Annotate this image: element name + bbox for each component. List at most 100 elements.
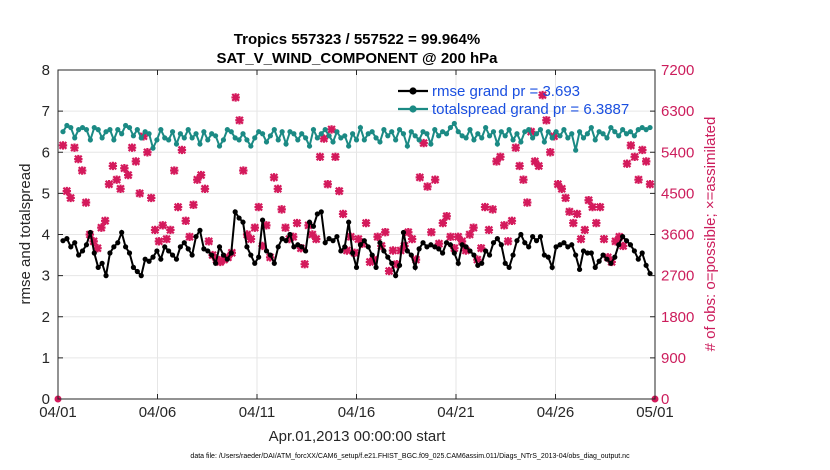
totalspread-marker (314, 135, 320, 141)
y-right-tick-label: 7200 (661, 62, 694, 79)
totalspread-marker (213, 133, 219, 139)
rmse-marker (373, 264, 379, 270)
obs-assimilated-marker (407, 234, 417, 244)
totalspread-marker (103, 129, 109, 135)
rmse-marker (189, 252, 195, 258)
totalspread-marker (154, 137, 160, 143)
totalspread-marker (573, 147, 579, 153)
totalspread-marker (236, 137, 242, 143)
y-right-tick-label: 900 (661, 350, 686, 367)
chart-legend: rmse grand pr = 3.693 totalspread grand … (398, 83, 629, 118)
obs-assimilated-marker (446, 232, 455, 241)
totalspread-marker (76, 127, 82, 133)
rmse-marker (162, 244, 168, 250)
totalspread-marker (205, 137, 211, 143)
y-right-tick-label: 0 (661, 391, 669, 408)
totalspread-marker (396, 127, 403, 133)
rmse-marker (193, 233, 199, 240)
totalspread-marker (604, 135, 610, 141)
obs-assimilated-marker (457, 237, 467, 246)
rmse-marker (87, 229, 93, 236)
rmse-marker (623, 238, 630, 244)
rmse-marker (436, 246, 442, 252)
grid-lines (58, 70, 655, 399)
rmse-marker (205, 248, 211, 254)
x-tick-label: 04/01 (39, 404, 77, 421)
rmse-marker (631, 248, 637, 254)
rmse-marker (463, 244, 469, 250)
totalspread-marker (545, 129, 551, 135)
rmse-marker (612, 254, 618, 260)
obs-assimilated-marker (618, 241, 628, 251)
rmse-marker (565, 244, 571, 250)
rmse-marker (263, 248, 270, 254)
rmse-marker (576, 266, 583, 273)
y-left-tick-label: 3 (42, 268, 50, 285)
totalspread-marker (228, 129, 234, 135)
obs-assimilated-marker (327, 125, 336, 134)
rmse-marker (72, 240, 78, 246)
obs-assimilated-marker (419, 138, 428, 148)
totalspread-marker (486, 133, 493, 139)
totalspread-marker (620, 127, 626, 133)
obs-assimilated-marker (592, 218, 601, 228)
rmse-marker (455, 260, 461, 266)
rmse-marker (557, 242, 563, 248)
obs-assimilated-marker (124, 170, 133, 180)
totalspread-marker (87, 137, 93, 143)
y-left-tick-label: 5 (42, 185, 50, 202)
totalspread-marker (115, 127, 121, 133)
rmse-marker (142, 256, 148, 262)
y-right-tick-label: 5400 (661, 144, 694, 161)
totalspread-marker (256, 129, 262, 135)
rmse-marker (584, 250, 591, 256)
obs-assimilated-marker (246, 234, 256, 244)
totalspread-marker (530, 135, 536, 141)
rmse-marker (483, 248, 489, 254)
rmse-marker (600, 252, 606, 258)
obs-assimilated-marker (442, 212, 451, 221)
totalspread-marker (119, 131, 125, 137)
rmse-marker (553, 244, 559, 250)
totalspread-marker (565, 135, 571, 141)
totalspread-marker (310, 127, 317, 133)
totalspread-marker (138, 135, 144, 141)
obs-assimilated-marker (74, 154, 83, 164)
totalspread-marker (267, 133, 273, 139)
y-right-tick-label: 4500 (661, 185, 694, 202)
totalspread-marker (623, 131, 630, 137)
rmse-marker (68, 244, 74, 250)
totalspread-marker (631, 133, 637, 139)
rmse-marker (522, 240, 528, 246)
totalspread-marker (455, 129, 461, 135)
totalspread-marker (295, 137, 301, 143)
rmse-marker (64, 236, 70, 242)
rmse-marker (154, 248, 160, 254)
y-right-tick-label: 3600 (661, 227, 694, 244)
obs-assimilated-marker (81, 198, 91, 207)
totalspread-marker (369, 129, 375, 135)
rmse-marker (604, 256, 610, 262)
obs-assimilated-marker (97, 223, 106, 232)
totalspread-marker (627, 129, 634, 135)
rmse-marker (83, 242, 90, 248)
rmse-marker (76, 252, 82, 258)
rmse-marker (240, 219, 246, 225)
rmse-marker (408, 252, 414, 258)
rmse-marker (428, 242, 434, 248)
obs-assimilated-marker (557, 184, 566, 194)
totalspread-marker (326, 133, 332, 139)
obs-assimilated-marker (204, 237, 213, 246)
rmse-marker (326, 236, 332, 242)
totalspread-marker (263, 139, 270, 145)
obs-assimilated-marker (162, 234, 171, 244)
rmse-marker (146, 258, 152, 264)
obs-assimilated-marker (335, 186, 344, 196)
totalspread-marker (209, 131, 215, 137)
obs-assimilated-marker (569, 218, 578, 228)
obs-assimilated-marker (150, 225, 160, 235)
rmse-marker (377, 240, 383, 246)
obs-assimilated-marker (461, 246, 471, 255)
obs-assimilated-marker (135, 189, 144, 198)
y-left-tick-label: 0 (42, 391, 50, 408)
